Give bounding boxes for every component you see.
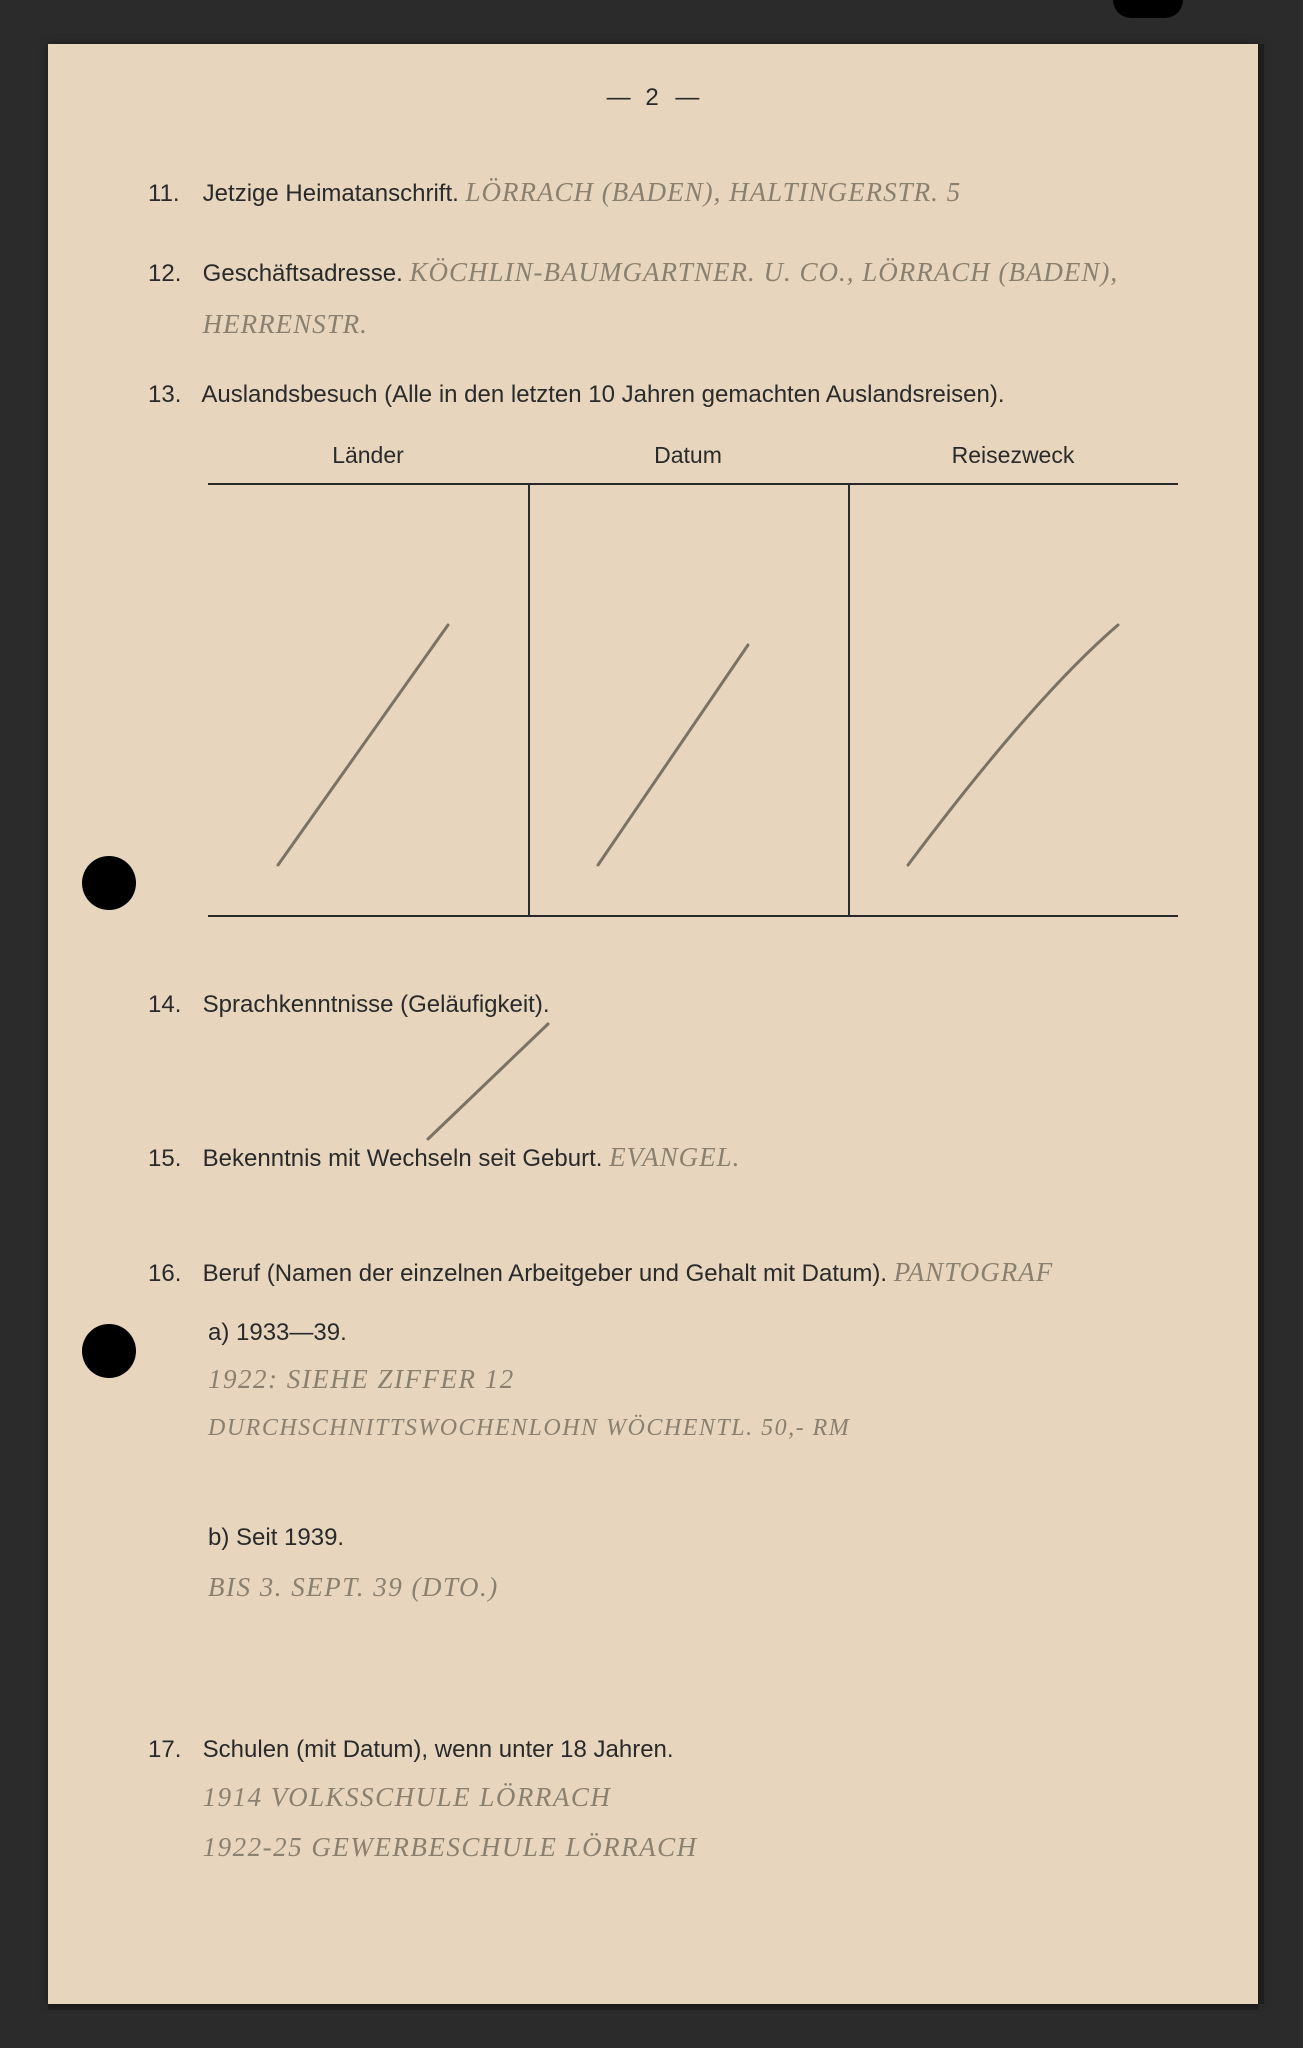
field-16b-value1: BIS 3. SEPT. 39 (DTO.)	[208, 1572, 499, 1602]
field-15-label: Bekenntnis mit Wechseln seit Geburt.	[203, 1145, 603, 1172]
scan-background: — 2 — 11. Jetzige Heimatanschrift. LÖRRA…	[0, 0, 1303, 2048]
field-17-number: 17.	[148, 1734, 196, 1766]
field-17-line2: 1922-25 GEWERBESCHULE LÖRRACH	[148, 1829, 1198, 1865]
table-header-row: Länder Datum Reisezweck	[208, 442, 1178, 469]
page-number: — 2 —	[48, 84, 1258, 112]
slash-mark-col1	[248, 605, 488, 885]
field-16b: b) Seit 1939.	[208, 1524, 1198, 1552]
field-16b-label: b) Seit 1939.	[208, 1524, 344, 1552]
dash-left: —	[607, 84, 631, 111]
field-11-number: 11.	[148, 178, 196, 210]
field-15-number: 15.	[148, 1143, 196, 1175]
dash-right: —	[675, 84, 699, 111]
field-12-continuation: HERRENSTR.	[148, 306, 1198, 342]
scan-artifact-top	[1113, 0, 1183, 18]
field-11: 11. Jetzige Heimatanschrift. LÖRRACH (BA…	[148, 174, 1198, 210]
slash-mark-col3	[888, 605, 1148, 895]
page-content: — 2 — 11. Jetzige Heimatanschrift. LÖRRA…	[48, 44, 1258, 2004]
field-12-value-line1: KÖCHLIN-BAUMGARTNER. U. CO., LÖRRACH (BA…	[409, 257, 1118, 287]
field-16a: a) 1933—39.	[208, 1319, 1198, 1347]
field-12: 12. Geschäftsadresse. KÖCHLIN-BAUMGARTNE…	[148, 254, 1198, 290]
page-shadow-right	[1258, 44, 1264, 2004]
field-13: 13. Auslandsbesuch (Alle in den letzten …	[148, 379, 1198, 411]
field-16b-line1: BIS 3. SEPT. 39 (DTO.)	[208, 1572, 1198, 1603]
field-16a-line2: DURCHSCHNITTSWOCHENLOHN WÖCHENTL. 50,- R…	[208, 1414, 1198, 1442]
punch-hole-upper	[82, 856, 136, 910]
field-17: 17. Schulen (mit Datum), wenn unter 18 J…	[148, 1734, 1198, 1766]
slash-mark-col2	[578, 625, 798, 885]
table-header-countries: Länder	[208, 442, 528, 469]
page-number-value: 2	[645, 84, 660, 111]
table-body	[208, 483, 1178, 917]
field-12-value-line2: HERRENSTR.	[203, 309, 368, 339]
field-17-value2: 1922-25 GEWERBESCHULE LÖRRACH	[203, 1832, 698, 1862]
table-vline-2	[848, 485, 850, 915]
field-16a-label: a) 1933—39.	[208, 1319, 347, 1347]
field-12-number: 12.	[148, 258, 196, 290]
field-16-value-inline: PANTOGRAF	[894, 1257, 1054, 1287]
table-vline-1	[528, 485, 530, 915]
field-11-value: LÖRRACH (BADEN), HALTINGERSTR. 5	[465, 177, 961, 207]
field-17-line1: 1914 VOLKSSCHULE LÖRRACH	[148, 1779, 1198, 1815]
table-header-date: Datum	[528, 442, 848, 469]
field-16: 16. Beruf (Namen der einzelnen Arbeitgeb…	[148, 1254, 1198, 1290]
field-13-table: Länder Datum Reisezweck	[208, 442, 1178, 917]
field-16a-value1: 1922: SIEHE ZIFFER 12	[208, 1364, 515, 1394]
field-16-label: Beruf (Namen der einzelnen Arbeitgeber u…	[203, 1260, 887, 1287]
field-15: 15. Bekenntnis mit Wechseln seit Geburt.…	[148, 1139, 1198, 1175]
punch-hole-lower	[82, 1324, 136, 1378]
field-13-label: Auslandsbesuch (Alle in den letzten 10 J…	[201, 381, 1004, 408]
field-11-label: Jetzige Heimatanschrift.	[203, 180, 459, 207]
field-14: 14. Sprachkenntnisse (Geläufigkeit).	[148, 989, 1198, 1021]
document-page: — 2 — 11. Jetzige Heimatanschrift. LÖRRA…	[48, 44, 1258, 2004]
page-shadow-bottom	[48, 2004, 1258, 2010]
field-12-label: Geschäftsadresse.	[203, 260, 403, 287]
field-13-number: 13.	[148, 379, 196, 411]
field-15-value: EVANGEL.	[609, 1142, 740, 1172]
table-header-purpose: Reisezweck	[848, 442, 1178, 469]
field-16-number: 16.	[148, 1258, 196, 1290]
field-14-number: 14.	[148, 989, 196, 1021]
field-16a-line1: 1922: SIEHE ZIFFER 12	[208, 1364, 1198, 1395]
field-16a-value2: DURCHSCHNITTSWOCHENLOHN WÖCHENTL. 50,- R…	[208, 1415, 850, 1441]
field-17-label: Schulen (mit Datum), wenn unter 18 Jahre…	[203, 1736, 674, 1763]
slash-mark-field14	[408, 1009, 578, 1159]
field-17-value1: 1914 VOLKSSCHULE LÖRRACH	[203, 1782, 612, 1812]
